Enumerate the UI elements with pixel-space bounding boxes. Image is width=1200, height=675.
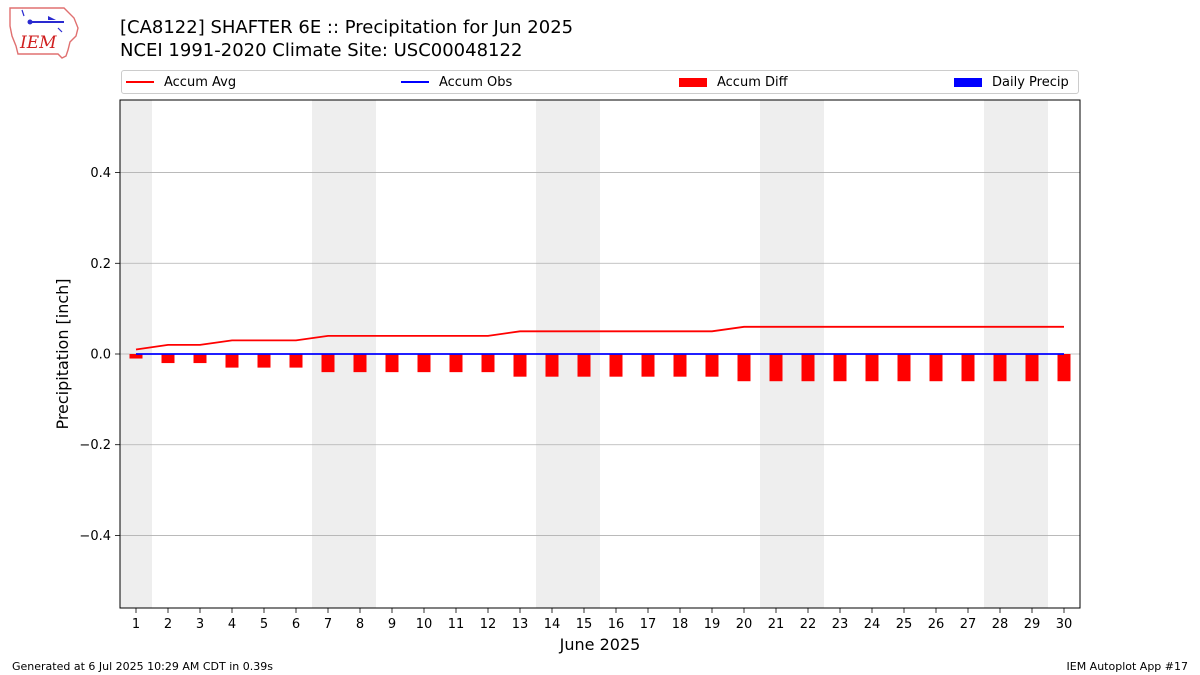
accum-diff-bar (705, 354, 719, 377)
y-tick-label: −0.4 (79, 529, 111, 544)
accum-diff-bar (257, 354, 271, 368)
x-tick-label: 18 (672, 617, 689, 632)
x-tick-label: 22 (800, 617, 817, 632)
iem-logo: IEM (9, 7, 79, 59)
accum-diff-bar (129, 354, 143, 359)
accum-diff-bar (545, 354, 559, 377)
legend-daily-precip-swatch (954, 77, 982, 87)
accum-diff-bar (513, 354, 527, 377)
accum-diff-bar (833, 354, 847, 382)
accum-diff-bar (769, 354, 783, 382)
x-tick-label: 7 (324, 617, 332, 632)
chart-subtitle: NCEI 1991-2020 Climate Site: USC00048122 (120, 40, 523, 61)
x-tick-label: 20 (736, 617, 753, 632)
y-tick-label: 0.4 (90, 166, 111, 181)
legend-accum-diff-swatch (679, 77, 707, 87)
accum-diff-bar (865, 354, 879, 382)
accum-diff-bar (353, 354, 367, 373)
x-tick-label: 14 (544, 617, 561, 632)
legend: Accum Avg Accum Obs Accum Diff Daily Pre… (121, 70, 1079, 94)
accum-diff-bar (641, 354, 655, 377)
x-tick-label: 29 (1024, 617, 1041, 632)
legend-accum-obs: Accum Obs (401, 71, 512, 93)
x-tick-label: 12 (480, 617, 497, 632)
x-tick-label: 3 (196, 617, 204, 632)
x-tick-label: 17 (640, 617, 657, 632)
x-tick-label: 15 (576, 617, 593, 632)
x-tick-label: 5 (260, 617, 268, 632)
legend-accum-diff: Accum Diff (679, 71, 788, 93)
accum-diff-bar (673, 354, 687, 377)
accum-diff-bar (1025, 354, 1039, 382)
accum-diff-bar (225, 354, 239, 368)
plot-frame (119, 99, 1081, 609)
x-axis-label: June 2025 (559, 635, 641, 654)
x-tick-label: 4 (228, 617, 236, 632)
legend-accum-avg-label: Accum Avg (164, 74, 237, 90)
accum-diff-bar (801, 354, 815, 382)
accum-diff-bar (897, 354, 911, 382)
x-tick-label: 28 (992, 617, 1009, 632)
accum-diff-bar (161, 354, 175, 364)
legend-daily-precip: Daily Precip (954, 71, 1069, 93)
autoplot-app-label: IEM Autoplot App #17 (1066, 660, 1189, 673)
legend-accum-obs-swatch (401, 81, 429, 83)
accum-diff-bar (193, 354, 207, 364)
x-tick-label: 23 (832, 617, 849, 632)
accum-diff-bar (961, 354, 975, 382)
iowa-outline (9, 7, 79, 59)
x-tick-label: 24 (864, 617, 881, 632)
x-tick-label: 10 (416, 617, 433, 632)
x-tick-label: 2 (164, 617, 172, 632)
y-axis-label: Precipitation [inch] (53, 278, 72, 429)
accum-diff-bar (449, 354, 463, 373)
accum-diff-bar (577, 354, 591, 377)
x-tick-label: 21 (768, 617, 785, 632)
x-tick-label: 1 (132, 617, 140, 632)
accum-diff-bar (609, 354, 623, 377)
legend-accum-avg-swatch (126, 81, 154, 83)
x-tick-label: 9 (388, 617, 396, 632)
y-tick-label: −0.2 (79, 438, 111, 453)
legend-accum-obs-label: Accum Obs (439, 74, 513, 90)
accum-diff-bar (993, 354, 1007, 382)
x-tick-label: 27 (960, 617, 977, 632)
accum-diff-bar (481, 354, 495, 373)
generated-timestamp: Generated at 6 Jul 2025 10:29 AM CDT in … (12, 660, 273, 673)
accum-diff-bar (929, 354, 943, 382)
accum-diff-bar (1057, 354, 1071, 382)
accum-diff-bar (737, 354, 751, 382)
x-tick-label: 30 (1056, 617, 1073, 632)
x-tick-label: 26 (928, 617, 945, 632)
accum-diff-bar (417, 354, 431, 373)
accum-diff-bar (385, 354, 399, 373)
x-tick-label: 6 (292, 617, 300, 632)
legend-accum-diff-label: Accum Diff (717, 74, 788, 90)
logo-text: IEM (19, 33, 57, 53)
x-tick-label: 25 (896, 617, 913, 632)
x-tick-label: 11 (448, 617, 465, 632)
accum-diff-bar (289, 354, 303, 368)
y-tick-label: 0.0 (90, 348, 111, 363)
x-tick-label: 19 (704, 617, 721, 632)
x-tick-label: 8 (356, 617, 364, 632)
legend-daily-precip-label: Daily Precip (992, 74, 1069, 90)
legend-accum-avg: Accum Avg (126, 71, 236, 93)
x-tick-label: 13 (512, 617, 529, 632)
accum-diff-bar (321, 354, 335, 373)
chart-title: [CA8122] SHAFTER 6E :: Precipitation for… (120, 17, 574, 38)
x-tick-label: 16 (608, 617, 625, 632)
y-tick-label: 0.2 (90, 257, 111, 272)
accum-avg-line (135, 325, 1064, 351)
